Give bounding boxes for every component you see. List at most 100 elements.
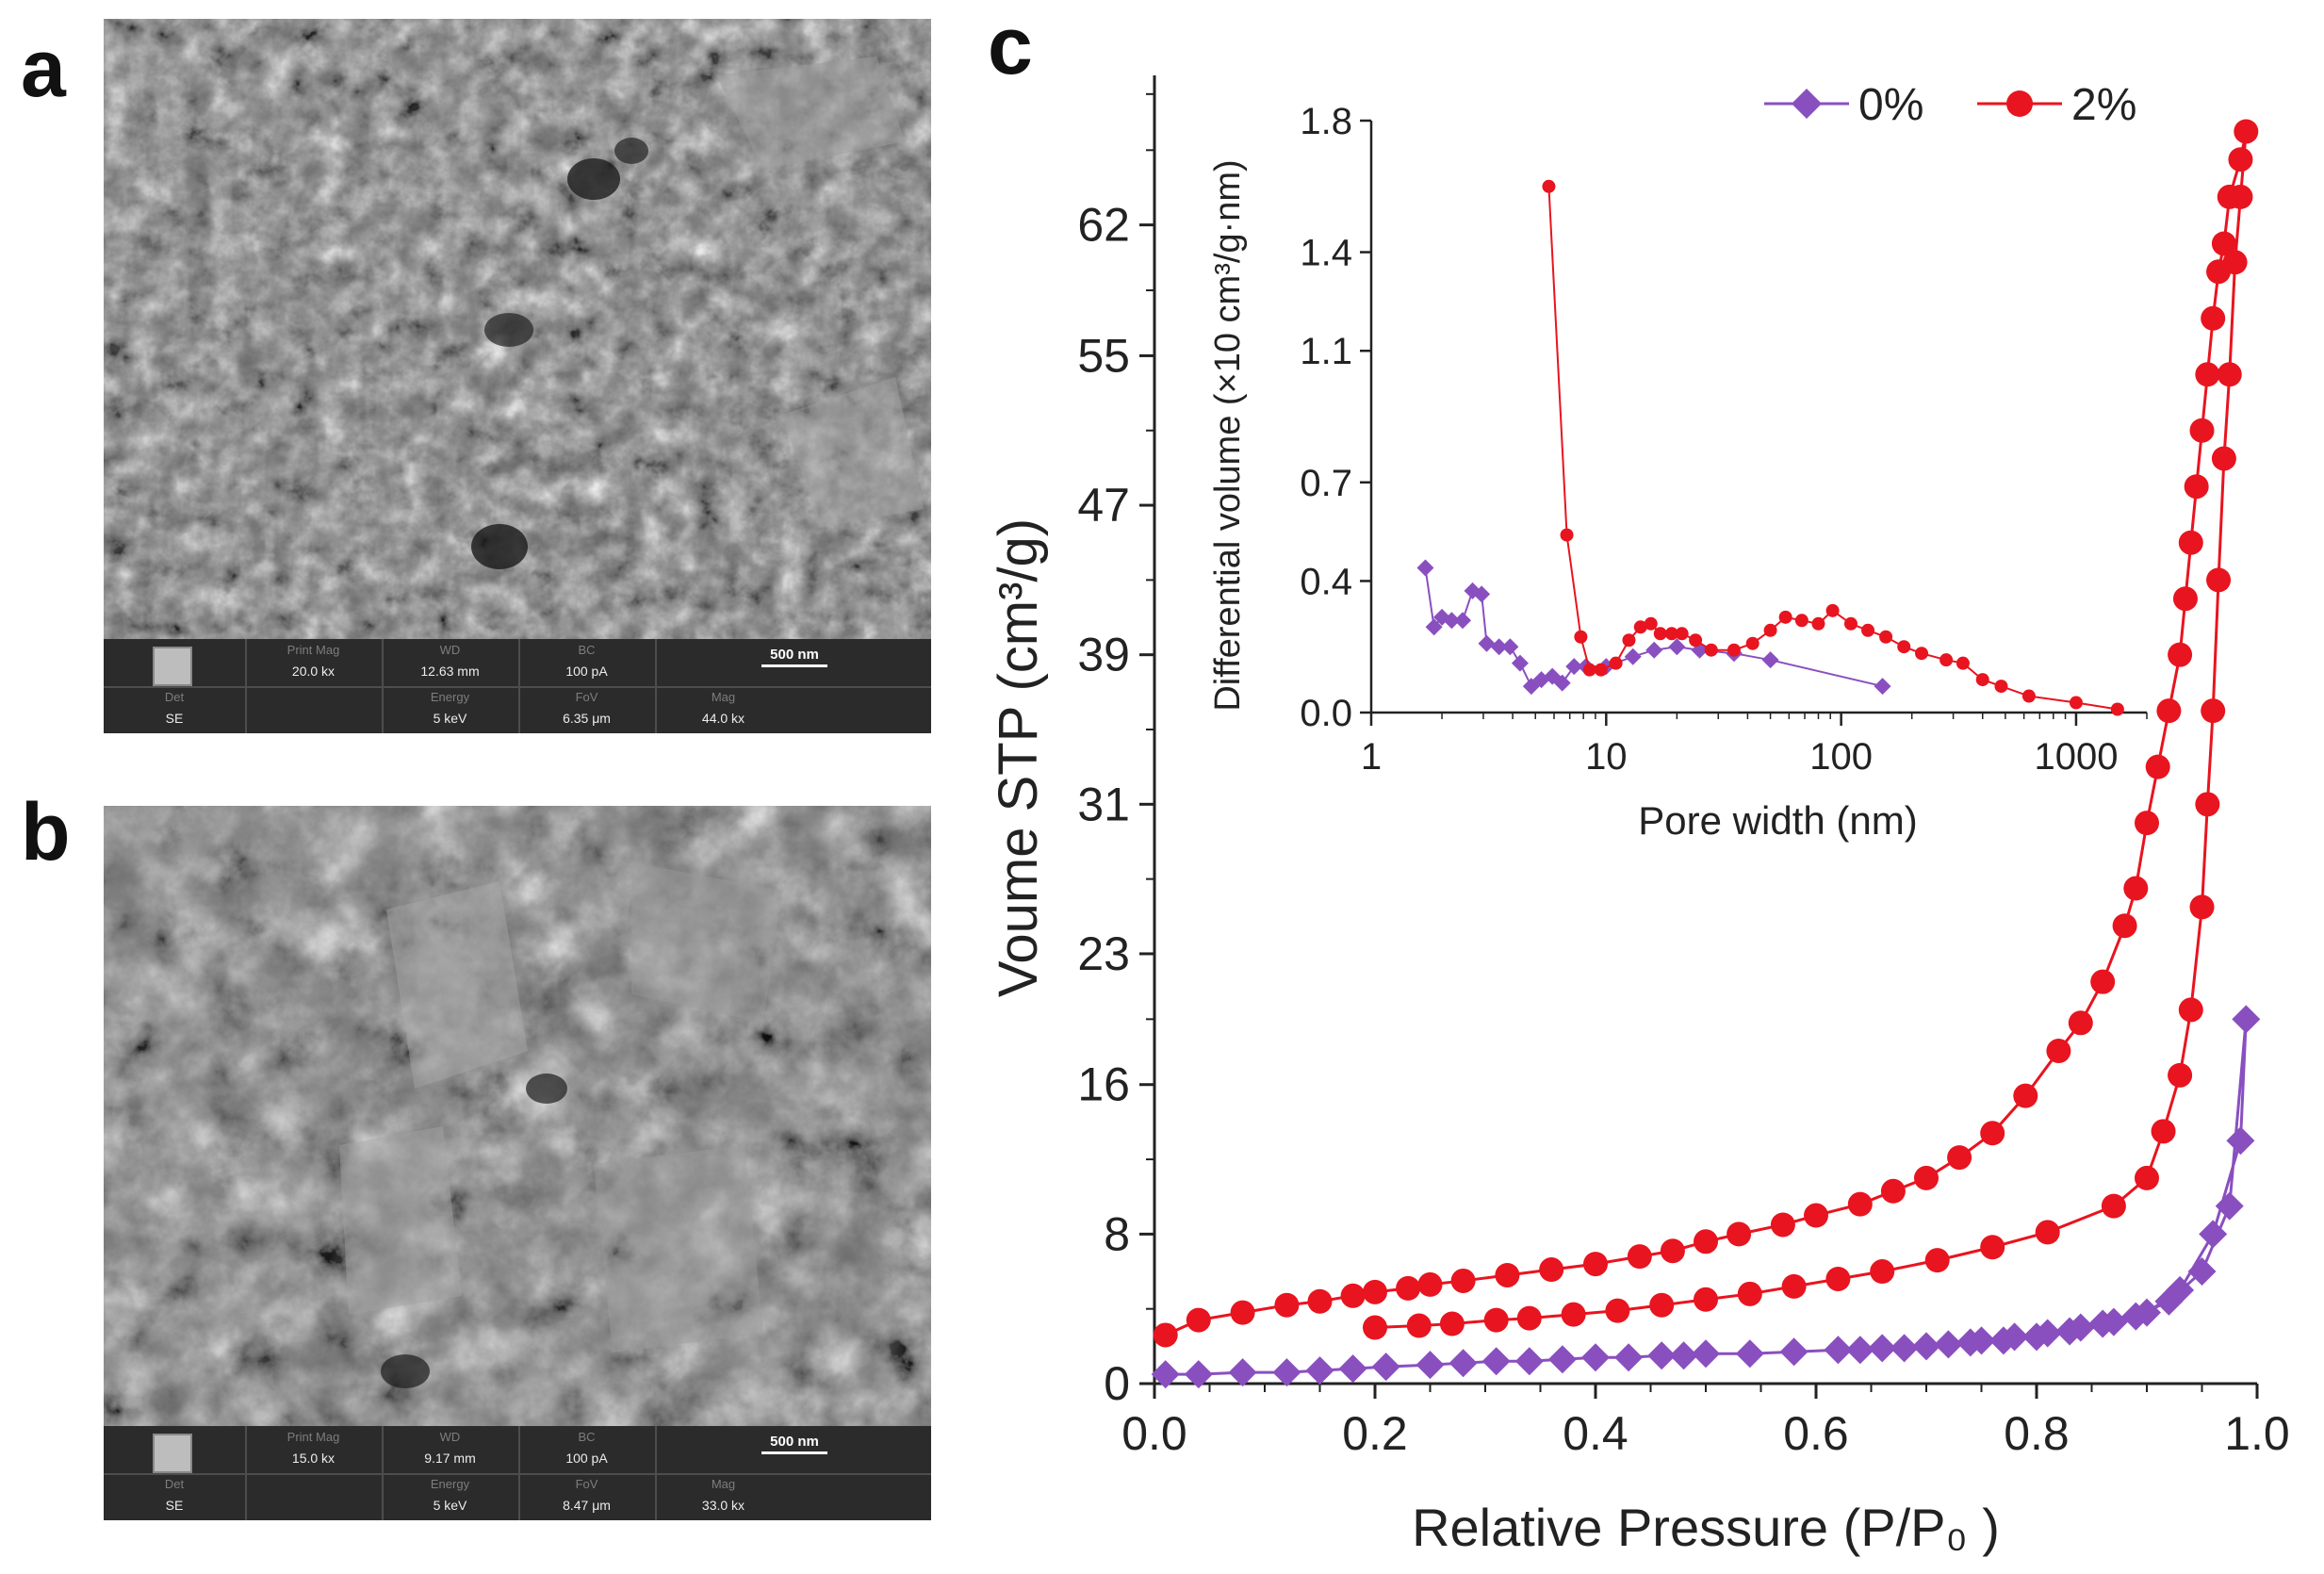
data-point-0pct: [2033, 1319, 2062, 1348]
data-point-2pct: [1804, 1203, 1828, 1228]
inset-data-point-2pct: [1574, 630, 1588, 644]
data-point-0pct: [2199, 1220, 2228, 1249]
data-point-2pct: [2068, 1010, 2093, 1036]
inset-y-tick-label: 0.0: [1300, 693, 1352, 734]
x-tick-label: 0.0: [1121, 1407, 1187, 1460]
panel-label-b: b: [21, 787, 71, 877]
data-point-2pct: [1914, 1165, 1939, 1190]
data-point-0pct: [2215, 1191, 2244, 1221]
inset-data-point-2pct: [1994, 680, 2008, 694]
sem-hdr-print-mag: Print Mag: [286, 643, 340, 657]
x-tick-label: 0.4: [1563, 1407, 1628, 1460]
inset-data-point-0pct: [1761, 651, 1779, 669]
inset-y-tick-label: 1.4: [1300, 233, 1352, 274]
fei-logo-icon: [153, 647, 192, 686]
sem-info-bar-b: Print Mag 15.0 kx WD 9.17 mm BC 100 pA 5…: [104, 1426, 931, 1520]
x-tick-label: 1.0: [2224, 1407, 2290, 1460]
data-point-2pct: [2184, 474, 2209, 500]
data-point-0pct: [1647, 1341, 1677, 1370]
chart-legend: 0% 2%: [1764, 80, 2136, 130]
legend-label-0pct: 0%: [1858, 80, 1923, 130]
data-point-2pct: [1649, 1292, 1675, 1318]
data-point-2pct: [2172, 586, 2198, 612]
data-point-2pct: [1450, 1268, 1476, 1293]
y-tick-label: 47: [1077, 479, 1130, 532]
data-point-2pct: [1406, 1313, 1432, 1338]
data-point-0pct: [2226, 1126, 2255, 1156]
inset-data-point-2pct: [1811, 616, 1825, 631]
data-point-2pct: [1627, 1244, 1652, 1270]
sem-texture-a: [104, 19, 931, 639]
y-tick-label: 8: [1104, 1207, 1130, 1260]
data-point-2pct: [1781, 1273, 1807, 1299]
data-point-2pct: [1396, 1275, 1421, 1301]
inset-data-point-2pct: [1897, 640, 1911, 654]
inset-y-tick-label: 1.8: [1300, 101, 1352, 142]
data-point-0pct: [1305, 1356, 1334, 1385]
inset-data-point-2pct: [2110, 702, 2124, 716]
inset-data-point-0pct: [1501, 638, 1519, 656]
inset-data-point-2pct: [1675, 627, 1689, 641]
data-point-2pct: [1153, 1322, 1178, 1348]
scale-bar-label: 500 nm: [770, 647, 819, 663]
inset-data-point-2pct: [1861, 623, 1875, 637]
inset-data-point-2pct: [1794, 614, 1808, 628]
data-point-0pct: [1272, 1358, 1301, 1387]
data-point-0pct: [1371, 1353, 1400, 1382]
data-point-0pct: [1669, 1341, 1698, 1370]
sem-val-bc: 100 pA: [565, 664, 608, 679]
scale-bar-label: 500 nm: [770, 1434, 819, 1450]
data-point-2pct: [2228, 184, 2253, 209]
inset-x-tick-label: 100: [1809, 736, 1873, 778]
data-point-0pct: [2232, 1005, 2261, 1034]
data-point-2pct: [2195, 362, 2220, 387]
sem-val-print-mag: 20.0 kx: [291, 664, 336, 679]
data-point-0pct: [1547, 1345, 1577, 1374]
data-point-2pct: [1980, 1235, 2005, 1260]
data-point-2pct: [2201, 698, 2226, 724]
sem-val-energy: 5 keV: [433, 711, 467, 726]
sem-hdr-det: Det: [164, 690, 185, 704]
data-point-2pct: [1825, 1266, 1851, 1291]
data-point-0pct: [1338, 1354, 1367, 1384]
data-point-0pct: [2099, 1307, 2128, 1336]
data-point-2pct: [1737, 1281, 1762, 1306]
sem-val-fov: 6.35 μm: [563, 711, 611, 726]
data-point-0pct: [1416, 1351, 1445, 1380]
inset-data-point-2pct: [1727, 643, 1741, 657]
data-point-2pct: [2178, 530, 2203, 555]
sem-bar-separator: [518, 639, 520, 733]
sem-bar-divider: [104, 686, 931, 688]
sem-hdr-wd: WD: [439, 643, 461, 657]
inset-data-point-0pct: [1553, 674, 1571, 692]
x-tick-label: 0.8: [2004, 1407, 2070, 1460]
data-point-0pct: [2000, 1322, 2029, 1352]
data-point-0pct: [1868, 1334, 1897, 1363]
data-point-2pct: [2222, 250, 2248, 275]
data-point-2pct: [2035, 1220, 2060, 1245]
data-point-0pct: [1735, 1339, 1764, 1369]
data-point-0pct: [1692, 1339, 1720, 1369]
y-tick-label: 62: [1077, 199, 1130, 252]
inset-data-point-2pct: [1560, 528, 1574, 542]
data-point-0pct: [1184, 1360, 1213, 1389]
data-point-2pct: [1516, 1305, 1542, 1331]
scale-bar-a: 500 nm: [761, 647, 827, 667]
inset-data-point-0pct: [1478, 634, 1496, 652]
inset-data-point-2pct: [1763, 623, 1777, 637]
data-point-2pct: [2145, 754, 2170, 779]
inset-data-point-2pct: [1915, 647, 1929, 661]
sem-bar-separator: [245, 639, 247, 733]
scale-bar-b: 500 nm: [761, 1434, 827, 1454]
data-point-2pct: [2211, 446, 2236, 471]
data-point-2pct: [2168, 642, 2193, 667]
inset-background: [1371, 111, 2147, 713]
data-point-2pct: [1694, 1229, 1718, 1254]
sem-hdr-wd: WD: [439, 1430, 461, 1444]
inset-data-point-2pct: [1653, 627, 1667, 641]
data-point-0pct: [2187, 1257, 2217, 1287]
inset-data-point-0pct: [1454, 612, 1472, 630]
data-point-0pct: [1934, 1330, 1963, 1359]
inset-data-point-2pct: [1825, 603, 1840, 617]
